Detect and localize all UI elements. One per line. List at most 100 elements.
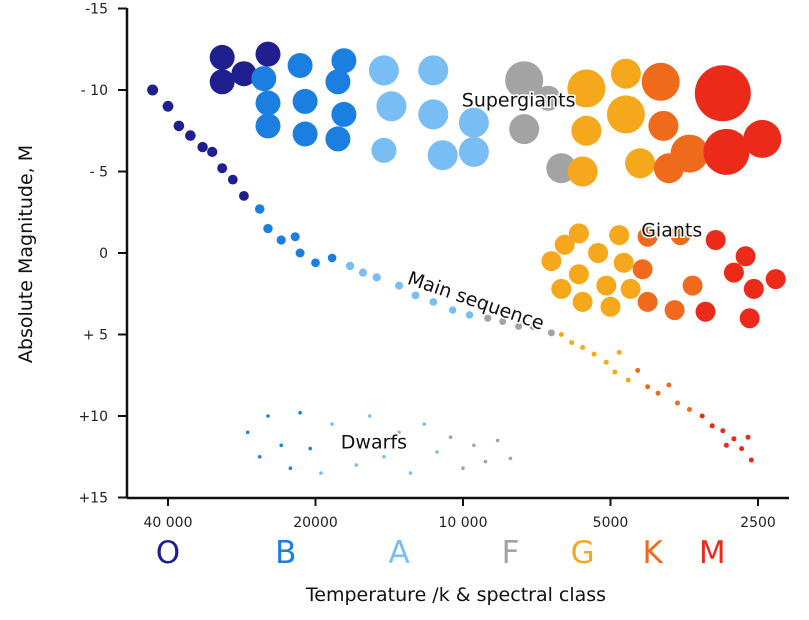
giants-star-point [682, 275, 703, 296]
main-sequence-small-star-point [745, 434, 751, 440]
x-ticks: 40 000 20000 10 000 5000 2500 [144, 498, 776, 531]
dwarfs-star-point [354, 463, 359, 467]
main-sequence-star-point [217, 163, 228, 174]
giants-star-point [735, 246, 756, 267]
dwarfs-star-point [435, 450, 439, 454]
dwarfs-star-point [508, 456, 513, 461]
main-sequence-star-point [515, 322, 523, 330]
supergiants-star-point [331, 48, 357, 74]
y-tick-label: - 5 [90, 165, 108, 181]
y-ticks: -15 - 10 - 5 0 + 5 +10 +15 [78, 2, 127, 507]
supergiants-star-point [292, 88, 318, 114]
supergiants-star-point [371, 137, 397, 163]
main-sequence-star-point [484, 314, 492, 322]
giants-star-point [637, 291, 658, 312]
x-tick-label: 5000 [593, 515, 629, 531]
giants-star-point [609, 225, 630, 246]
supergiants-star-point [641, 62, 680, 101]
main-sequence-star-point [147, 84, 159, 96]
main-sequence-small-star-point [655, 390, 661, 396]
giants-star-point [695, 301, 716, 322]
supergiants-star-point [251, 66, 277, 92]
supergiants-star-point [703, 128, 750, 175]
main-sequence-star-point [311, 258, 320, 268]
x-tick-label: 40 000 [144, 515, 193, 531]
giants-star-point [620, 278, 641, 299]
supergiants-star-point [571, 115, 602, 146]
dwarfs-star-point [342, 438, 346, 443]
spectral-class-m: M [699, 535, 726, 571]
y-axis-title: Absolute Magnitude, M [15, 145, 37, 363]
supergiants-label: Supergiants [462, 89, 576, 111]
giants-star-point [551, 278, 572, 299]
supergiants-star-point [567, 69, 606, 108]
dwarfs-star-point [397, 430, 401, 435]
main-sequence-star-point [411, 291, 420, 300]
main-sequence-star-point [529, 322, 537, 330]
supergiants-star-point [255, 113, 281, 139]
dwarfs-label: Dwarfs [341, 432, 407, 454]
main-sequence-small-star-point [731, 436, 737, 442]
supergiants-star-point [610, 58, 641, 89]
main-sequence-small-star-point [709, 423, 715, 429]
supergiants-star-point [376, 91, 407, 122]
main-sequence-star-point [448, 306, 457, 314]
giants-star-point [670, 225, 691, 246]
main-sequence-small-star-point [720, 428, 726, 434]
dwarfs-star-point [288, 466, 293, 471]
giants-star-point [765, 269, 786, 290]
main-sequence-star-point [429, 298, 438, 306]
y-tick-label: + 5 [83, 328, 108, 344]
main-sequence-small-star-point [687, 407, 692, 412]
supergiants-star-point [670, 134, 709, 173]
main-sequence-star-point [290, 232, 300, 242]
main-sequence-small-star-point [723, 442, 729, 448]
giants-star-point [613, 252, 634, 273]
spectral-class-k: K [643, 535, 664, 571]
main-sequence-small-star-point [739, 446, 745, 452]
supergiants-star-point [567, 156, 598, 187]
spectral-class-o: O [156, 535, 180, 571]
supergiants-star-point [368, 55, 399, 86]
main-sequence-label: Main sequence [405, 267, 547, 334]
dwarfs-star-point [448, 435, 453, 440]
dwarfs-star-point [408, 471, 413, 475]
giants-star-point [600, 296, 621, 317]
main-sequence-small-star-point [645, 384, 651, 390]
main-sequence-star-point [254, 204, 265, 214]
supergiants-star-point [209, 69, 235, 95]
supergiants-star-point [255, 90, 281, 116]
supergiants-star-point [287, 53, 313, 78]
supergiants-star-point [292, 121, 318, 147]
supergiants-star-point [418, 99, 449, 130]
x-tick-label: 10 000 [439, 515, 488, 531]
main-sequence-small-star-point [603, 359, 609, 365]
supergiants-star-point [694, 65, 751, 122]
giants-star-point [739, 308, 760, 329]
main-sequence-star-point [295, 248, 305, 258]
y-tick-label: +15 [78, 491, 108, 507]
y-tick-label: -15 [85, 2, 108, 18]
supergiants-star-point [231, 61, 257, 87]
supergiants-star-point [458, 136, 489, 167]
giants-star-point [632, 259, 653, 280]
supergiants-star-point [535, 85, 561, 111]
spectral-class-g: G [571, 535, 595, 571]
y-tick-label: - 10 [81, 83, 108, 99]
supergiants-star-point [325, 69, 351, 95]
main-sequence-star-point [185, 130, 196, 141]
main-sequence-star-point [499, 318, 507, 325]
main-sequence-star-point [358, 268, 368, 277]
supergiants-star-point [331, 101, 357, 127]
main-sequence-small-star-point [748, 457, 754, 463]
main-sequence-small-star-point [675, 400, 680, 406]
main-sequence-star-point [327, 253, 337, 263]
main-sequence-small-star-point [666, 382, 672, 388]
main-sequence-star-point [239, 191, 249, 201]
giants-label: Giants [641, 220, 702, 242]
main-sequence-star-point [173, 120, 185, 132]
main-sequence-star-point [276, 235, 286, 245]
giants-star-point [705, 230, 726, 250]
